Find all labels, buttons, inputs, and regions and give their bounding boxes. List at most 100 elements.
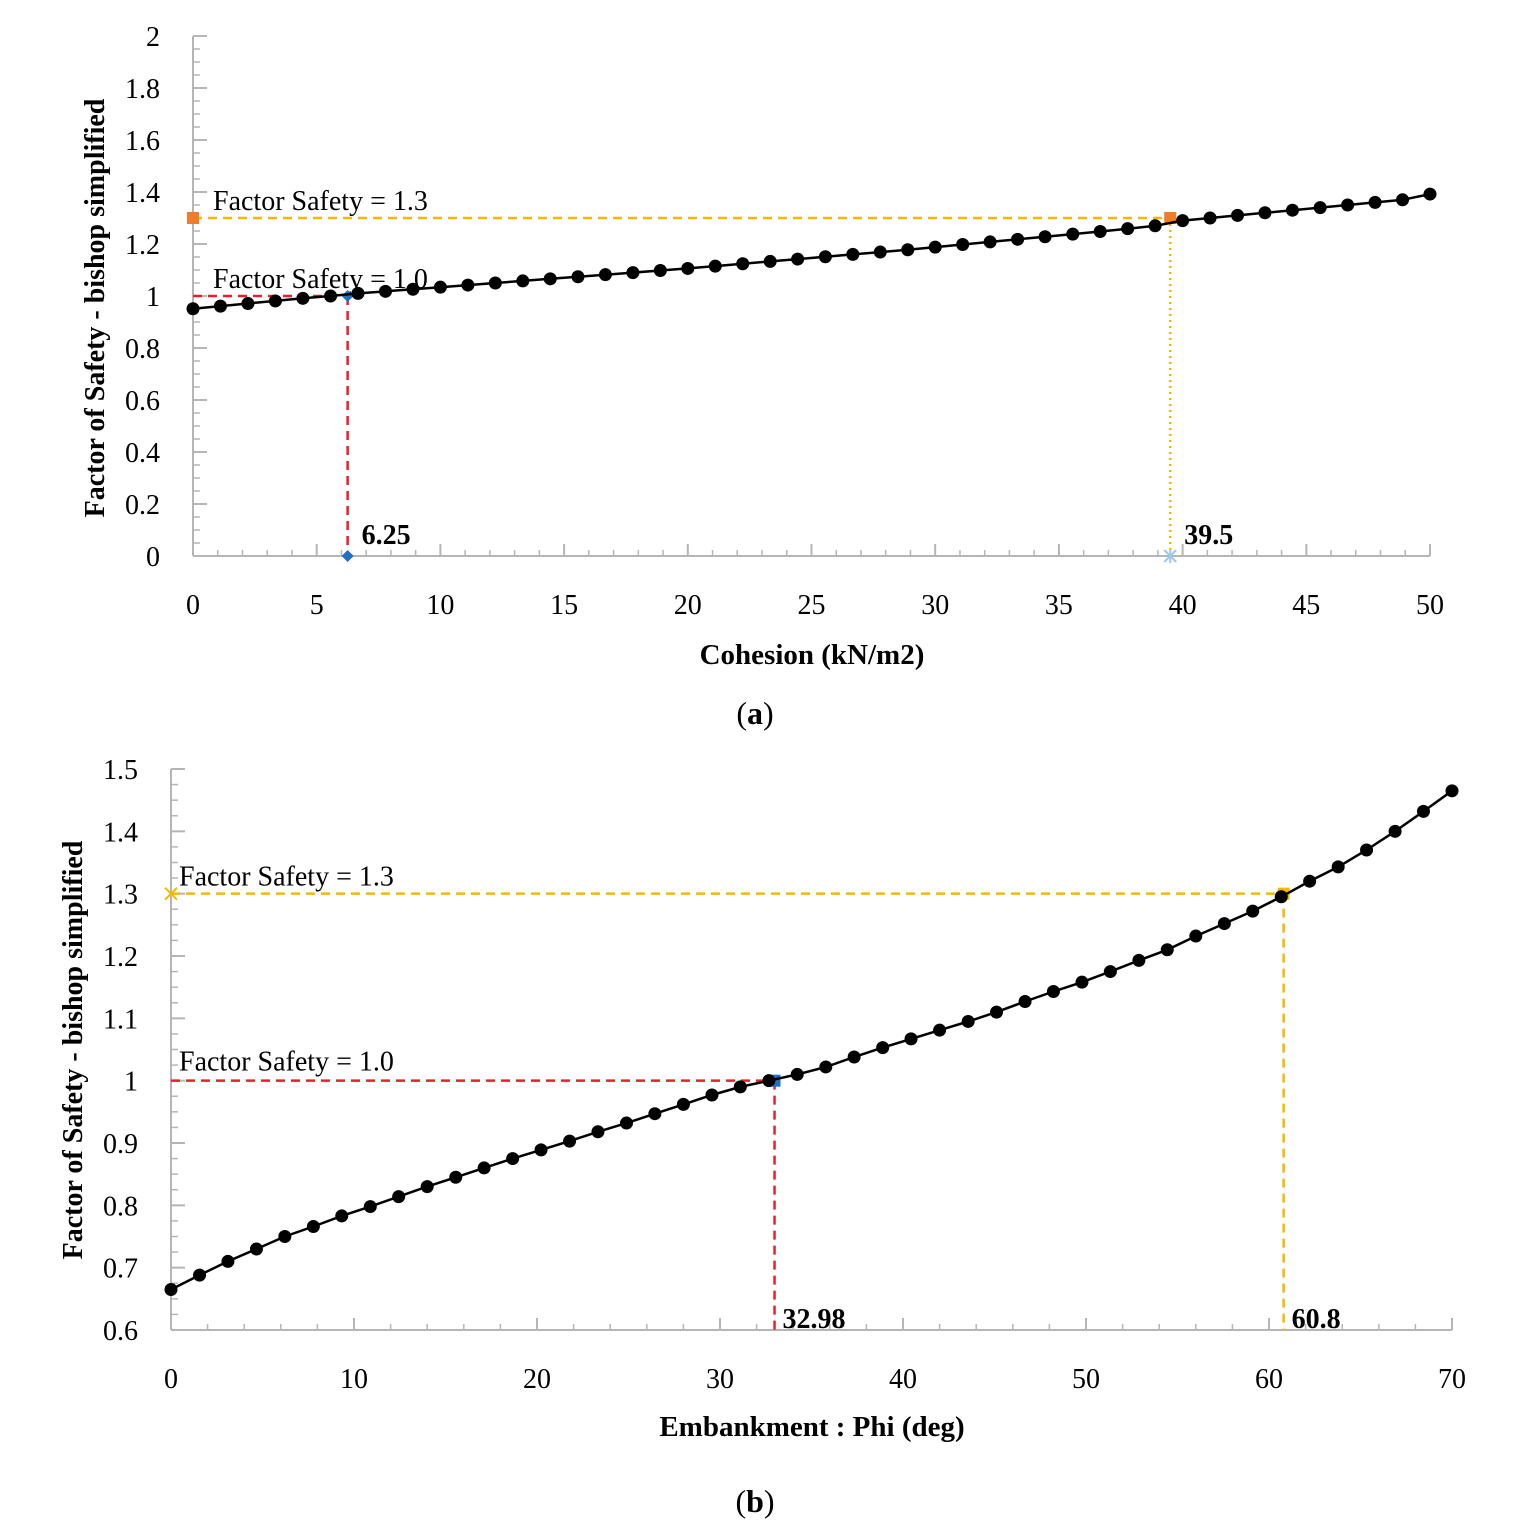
chart-a-data-point — [1341, 198, 1355, 212]
chart-b-data-point — [392, 1190, 406, 1204]
chart-a-data-point — [1313, 201, 1327, 215]
chart-b-ref-value-label: 60.8 — [1292, 1304, 1341, 1335]
chart-b-data-point — [1445, 784, 1459, 798]
chart-a-data-point — [543, 272, 557, 286]
chart-a-data-point — [213, 299, 227, 313]
chart-b-data-point — [306, 1220, 320, 1234]
chart-a-data-point — [708, 259, 722, 273]
chart-b-data-point — [1046, 985, 1060, 999]
chart-a-x-tick-label: 10 — [426, 590, 454, 621]
chart-a-data-point — [1066, 227, 1080, 241]
chart-b-x-tick-label: 0 — [164, 1364, 178, 1395]
chart-a-ref-value-label: 6.25 — [362, 520, 411, 551]
chart-a-data-point — [846, 247, 860, 261]
chart-b-data-point — [1075, 975, 1089, 989]
chart-b-data-point — [1160, 943, 1174, 957]
chart-a-data-point — [351, 286, 365, 300]
chart-a-xlabel: Cohesion (kN/m2) — [700, 639, 925, 671]
chart-b-data-point — [506, 1152, 520, 1166]
chart-b-data-point — [1189, 929, 1203, 943]
chart-b-data-point — [1331, 860, 1345, 874]
chart-a-x-tick-label: 30 — [921, 590, 949, 621]
chart-b-data-point — [847, 1050, 861, 1064]
chart-a-data-point — [324, 289, 338, 303]
chart-b-data-point — [278, 1230, 292, 1243]
chart-a-data-point — [873, 245, 887, 259]
chart-a-data-point — [378, 284, 392, 298]
chart-b-data-point — [363, 1200, 377, 1214]
chart-a-data-point — [461, 278, 475, 292]
chart-b-ref-label: Factor Safety = 1.0 — [179, 1047, 394, 1078]
chart-a-y-tick-label: 1 — [146, 282, 160, 313]
chart-b-data-point — [335, 1209, 349, 1223]
chart-b-x-tick-label: 40 — [889, 1364, 917, 1395]
chart-b-data-point — [733, 1080, 747, 1094]
chart-a: Factor of Safety - bishop simplified Coh… — [80, 22, 1444, 731]
chart-b-data-point — [904, 1032, 918, 1046]
chart-b-y-tick-label: 0.7 — [103, 1254, 138, 1285]
chart-a-y-tick-label: 0.2 — [125, 490, 160, 521]
chart-a-x-tick-label: 15 — [550, 590, 578, 621]
chart-b-data-point — [193, 1268, 207, 1282]
chart-b-data-point — [534, 1143, 548, 1157]
chart-b-data-point — [449, 1170, 463, 1184]
chart-a-x-tick-label: 45 — [1292, 590, 1320, 621]
chart-a-data-point — [1396, 193, 1410, 207]
chart-a-data-point — [433, 280, 447, 294]
chart-a-data-point — [241, 297, 255, 311]
chart-a-ref-value-label: 39.5 — [1184, 520, 1233, 551]
chart-b-data-point — [563, 1134, 577, 1148]
chart-b-data-point — [1132, 953, 1146, 967]
chart-b-data-point — [249, 1242, 263, 1256]
chart-b-ref-value-label: 32.98 — [783, 1304, 846, 1335]
chart-a-y-tick-label: 1.6 — [125, 126, 160, 157]
chart-a-data-point — [1011, 232, 1025, 246]
chart-a-ref-x-marker — [341, 550, 354, 562]
chart-b-y-tick-label: 1 — [124, 1067, 138, 1098]
chart-b-ylabel: Factor of Safety - bishop simplified — [58, 840, 89, 1259]
chart-a-data-point — [296, 291, 310, 305]
chart-b-y-tick-label: 1.4 — [103, 817, 138, 848]
chart-a-y-tick-label: 0 — [146, 542, 160, 573]
chart-a-data-point — [956, 238, 970, 252]
chart-b-x-tick-label: 30 — [706, 1364, 734, 1395]
chart-b-data-point — [819, 1060, 833, 1074]
chart-b: Factor of Safety - bishop simplified Emb… — [58, 755, 1466, 1519]
chart-b-x-tick-label: 20 — [523, 1364, 551, 1395]
chart-b-x-tick-label: 10 — [340, 1364, 368, 1395]
chart-a-data-point — [406, 282, 420, 296]
chart-b-data-point — [1416, 804, 1430, 818]
chart-a-ylabel: Factor of Safety - bishop simplified — [80, 98, 111, 517]
chart-a-y-tick-label: 2 — [146, 22, 160, 53]
chart-a-y-tick-label: 0.6 — [125, 386, 160, 417]
chart-b-data-point — [619, 1116, 633, 1130]
chart-b-data-point — [420, 1180, 434, 1194]
chart-a-y-tick-label: 0.4 — [125, 438, 160, 469]
chart-b-y-tick-label: 1.2 — [103, 942, 138, 973]
chart-a-data-point — [791, 252, 805, 266]
chart-b-data-point — [1018, 995, 1032, 1009]
chart-b-data-point — [1246, 904, 1260, 918]
chart-a-x-tick-label: 35 — [1045, 590, 1073, 621]
chart-b-data-point — [648, 1107, 662, 1121]
chart-b-series-line — [170, 789, 1453, 1291]
chart-a-panel-label: (a) — [736, 695, 773, 731]
chart-b-data-point — [164, 1282, 178, 1296]
chart-a-y-tick-label: 1.4 — [125, 178, 160, 209]
chart-b-data-point — [1360, 843, 1374, 857]
chart-a-data-point — [983, 235, 997, 249]
chart-a-data-point — [571, 270, 585, 284]
chart-a-data-point — [763, 254, 777, 268]
chart-b-x-tick-label: 50 — [1072, 1364, 1100, 1395]
chart-b-data-point — [705, 1088, 719, 1102]
chart-a-data-point — [1423, 187, 1437, 201]
chart-b-y-tick-label: 1.5 — [103, 755, 138, 786]
chart-a-data-point — [488, 276, 502, 290]
chart-b-y-tick-label: 1.1 — [103, 1004, 138, 1035]
chart-a-data-point — [1368, 195, 1382, 209]
chart-a-data-point — [1203, 211, 1217, 225]
chart-b-ref-y-marker — [164, 886, 178, 901]
chart-b-data-point — [477, 1161, 491, 1175]
chart-a-data-point — [1093, 225, 1107, 239]
chart-b-x-tick-label: 60 — [1255, 1364, 1283, 1395]
